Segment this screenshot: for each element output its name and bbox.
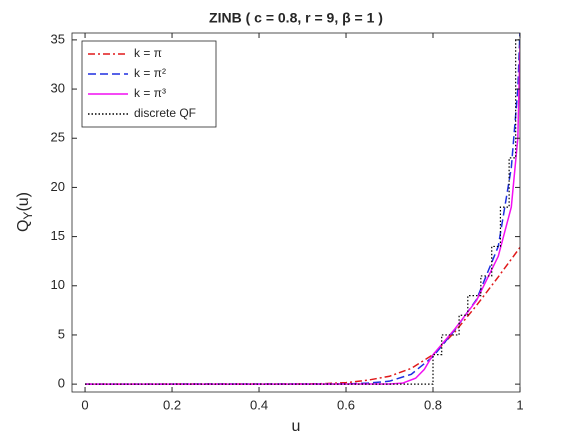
x-axis-label: u <box>292 418 301 435</box>
y-tick-label: 25 <box>51 130 65 145</box>
y-label-tail: (u) <box>15 192 32 212</box>
y-axis-label: QY(u) <box>15 192 35 232</box>
y-tick-label: 15 <box>51 228 65 243</box>
x-tick-label: 0.8 <box>424 397 442 412</box>
x-tick-label: 0 <box>81 397 88 412</box>
x-tick-label: 0.2 <box>163 397 181 412</box>
y-label-sub: Y <box>21 212 35 220</box>
chart-title: ZINB ( c = 0.8, r = 9, β = 1 ) <box>209 10 383 26</box>
y-tick-label: 35 <box>51 31 65 46</box>
y-tick-label: 30 <box>51 81 65 96</box>
y-label-main: Q <box>15 220 32 232</box>
legend-label: k = π³ <box>134 86 166 100</box>
x-tick-label: 0.6 <box>337 397 355 412</box>
x-tick-label: 0.4 <box>250 397 268 412</box>
y-tick-label: 10 <box>51 277 65 292</box>
legend-label: k = π <box>134 46 162 60</box>
y-tick-label: 5 <box>58 326 65 341</box>
series-line <box>85 33 520 385</box>
plot-area <box>85 33 520 385</box>
series-line <box>85 44 520 385</box>
legend-box <box>81 40 217 128</box>
axes-box <box>71 32 521 393</box>
y-tick-label: 0 <box>58 376 65 391</box>
series-line <box>85 39 520 385</box>
x-tick-label: 1 <box>516 397 523 412</box>
legend-label: discrete QF <box>134 106 196 120</box>
y-tick-label: 20 <box>51 179 65 194</box>
legend-label: k = π² <box>134 66 166 80</box>
